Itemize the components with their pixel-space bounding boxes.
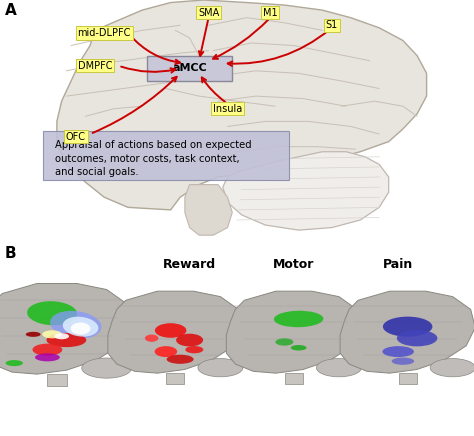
Ellipse shape <box>155 323 186 338</box>
Text: S1: S1 <box>326 20 338 30</box>
Text: aMCC: aMCC <box>172 63 207 73</box>
Ellipse shape <box>198 358 243 377</box>
Polygon shape <box>227 291 361 373</box>
Ellipse shape <box>397 330 438 346</box>
Polygon shape <box>340 291 474 373</box>
Ellipse shape <box>145 334 158 342</box>
Ellipse shape <box>383 317 432 337</box>
Ellipse shape <box>155 346 177 357</box>
Polygon shape <box>399 373 417 384</box>
Text: M1: M1 <box>263 8 277 17</box>
Ellipse shape <box>291 345 307 351</box>
Text: Appraisal of actions based on expected
outcomes, motor costs, task context,
and : Appraisal of actions based on expected o… <box>55 140 251 177</box>
Text: Motor: Motor <box>273 258 315 271</box>
Ellipse shape <box>26 332 41 337</box>
Text: Reward: Reward <box>163 258 216 271</box>
Ellipse shape <box>82 358 131 378</box>
Ellipse shape <box>35 353 60 361</box>
Ellipse shape <box>275 338 293 346</box>
Ellipse shape <box>71 323 91 334</box>
Ellipse shape <box>383 346 414 357</box>
Ellipse shape <box>6 360 23 366</box>
Ellipse shape <box>316 358 361 377</box>
Polygon shape <box>285 373 303 384</box>
Polygon shape <box>166 373 184 384</box>
Text: Pain: Pain <box>383 258 413 271</box>
Text: mid-DLPFC: mid-DLPFC <box>78 28 131 38</box>
Ellipse shape <box>50 311 101 339</box>
Polygon shape <box>0 283 131 374</box>
Ellipse shape <box>27 301 77 325</box>
Text: B: B <box>5 246 17 261</box>
Text: A: A <box>5 3 17 17</box>
Ellipse shape <box>176 334 203 347</box>
Ellipse shape <box>54 333 69 339</box>
Ellipse shape <box>46 333 86 347</box>
Polygon shape <box>223 152 389 230</box>
Ellipse shape <box>185 346 203 353</box>
Ellipse shape <box>430 358 474 377</box>
Text: SMA: SMA <box>198 8 219 17</box>
Polygon shape <box>108 291 243 373</box>
Polygon shape <box>57 0 427 210</box>
Ellipse shape <box>392 358 414 365</box>
Text: DMPFC: DMPFC <box>78 61 112 71</box>
Polygon shape <box>47 374 67 386</box>
Ellipse shape <box>32 344 63 356</box>
Polygon shape <box>185 184 232 235</box>
FancyBboxPatch shape <box>147 56 232 81</box>
Text: OFC: OFC <box>66 132 86 142</box>
Ellipse shape <box>63 317 99 337</box>
Text: Insula: Insula <box>213 104 242 114</box>
Ellipse shape <box>167 355 193 364</box>
Ellipse shape <box>42 330 62 338</box>
FancyBboxPatch shape <box>43 132 289 180</box>
Ellipse shape <box>274 311 323 327</box>
